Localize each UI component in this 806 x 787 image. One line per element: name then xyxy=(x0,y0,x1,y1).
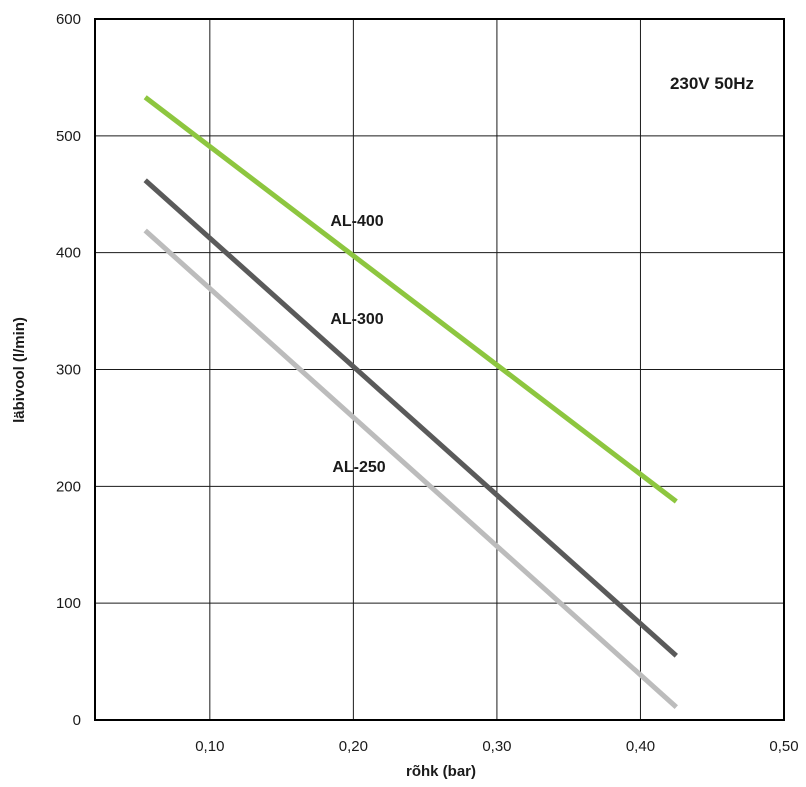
series-line-al-400 xyxy=(143,95,678,504)
x-tick-label: 0,10 xyxy=(195,738,224,755)
series-label-al-400: AL-400 xyxy=(330,213,383,230)
y-tick-label: 600 xyxy=(56,11,81,28)
plot-frame xyxy=(94,18,785,721)
tick-labels: 0 100 200 300 400 500 600 0,10 0,20 0,30 0,40 0,50 xyxy=(56,11,799,755)
grid xyxy=(95,19,784,720)
y-tick-label: 0 xyxy=(73,712,81,729)
series-line-al-300 xyxy=(143,178,678,658)
x-tick-label: 0,20 xyxy=(339,738,368,755)
series-lines xyxy=(143,95,678,709)
voltage-annotation: 230V 50Hz xyxy=(670,74,754,93)
y-tick-label: 200 xyxy=(56,478,81,495)
y-tick-label: 300 xyxy=(56,362,81,379)
series-label-al-300: AL-300 xyxy=(330,311,383,328)
y-tick-label: 500 xyxy=(56,128,81,145)
y-axis-title: läbivool (l/min) xyxy=(11,317,28,423)
y-tick-label: 400 xyxy=(56,245,81,262)
y-tick-label: 100 xyxy=(56,595,81,612)
x-tick-label: 0,50 xyxy=(769,738,798,755)
series-line-al-250 xyxy=(143,228,678,709)
series-label-al-250: AL-250 xyxy=(332,459,385,476)
x-axis-title: rõhk (bar) xyxy=(406,763,476,780)
x-tick-label: 0,30 xyxy=(482,738,511,755)
x-tick-label: 0,40 xyxy=(626,738,655,755)
